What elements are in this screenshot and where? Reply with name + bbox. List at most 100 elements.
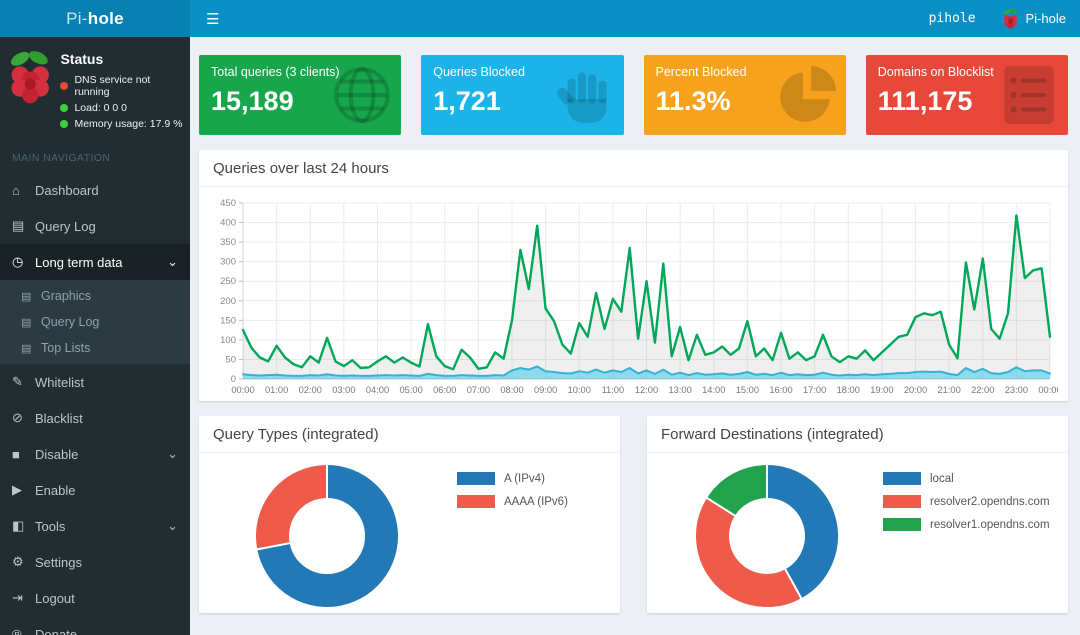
status-line: DNS service not running xyxy=(60,74,184,98)
hostname-label: pihole xyxy=(928,11,976,26)
sidebar-subitem-query-log[interactable]: ▤ Query Log xyxy=(0,309,190,335)
stat-card-total-queries-3-clients-: Total queries (3 clients) 15,189 xyxy=(199,55,402,135)
stat-card-value: 111,175 xyxy=(877,86,973,116)
sidebar-nav: ⌂ Dashboard ▤ Query Log ◷ Long term data ⌄ ▤ Gra… xyxy=(0,172,190,635)
query-types-box: Query Types (integrated) A (IPv4) AAAA (I… xyxy=(199,416,620,613)
clock-icon: ◷ xyxy=(12,254,24,269)
legend-swatch xyxy=(457,495,495,508)
logo-text-light: Pi- xyxy=(66,8,88,28)
svg-text:22:00: 22:00 xyxy=(971,385,994,395)
svg-text:07:00: 07:00 xyxy=(467,385,490,395)
queries-over-time-box: Queries over last 24 hours 0 50 100 150 200 2… xyxy=(199,150,1068,401)
sidebar-item-logout[interactable]: ⇥ Logout xyxy=(0,580,190,616)
sidebar-toggle-button[interactable]: ☰ xyxy=(206,10,220,28)
svg-text:100: 100 xyxy=(220,335,236,346)
sidebar-item-label: Disable xyxy=(35,446,79,462)
sidebar-subitem-top-lists[interactable]: ▤ Top Lists xyxy=(0,335,190,361)
sidebar-item-blacklist[interactable]: ⊘ Blacklist xyxy=(0,400,190,436)
donut-slice-a-ipv4-[interactable] xyxy=(255,463,400,609)
sidebar-item-query-log[interactable]: ▤ Query Log xyxy=(0,208,190,244)
svg-text:04:00: 04:00 xyxy=(366,385,389,395)
svg-text:20:00: 20:00 xyxy=(904,385,927,395)
svg-text:150: 150 xyxy=(220,315,236,326)
svg-text:11:00: 11:00 xyxy=(602,385,625,395)
sidebar-item-whitelist[interactable]: ✎ Whitelist xyxy=(0,364,190,400)
svg-text:350: 350 xyxy=(220,237,236,248)
sidebar-item-label: Tools xyxy=(35,518,66,534)
chevron-down-icon: ⌄ xyxy=(167,446,178,461)
status-panel: Status DNS service not running Load: 0 0 … xyxy=(0,37,190,142)
legend-item-resolver1-opendns-com: resolver1.opendns.com xyxy=(883,518,1050,531)
svg-text:13:00: 13:00 xyxy=(668,385,691,395)
raspberry-logo xyxy=(10,51,49,104)
sidebar-item-dashboard[interactable]: ⌂ Dashboard xyxy=(0,172,190,208)
legend-item-aaaa-ipv6-: AAAA (IPv6) xyxy=(457,495,568,508)
svg-text:08:00: 08:00 xyxy=(500,385,523,395)
svg-text:05:00: 05:00 xyxy=(399,385,422,395)
svg-text:450: 450 xyxy=(220,198,236,209)
bottom-charts-row: Query Types (integrated) A (IPv4) AAAA (I… xyxy=(199,416,1068,613)
query-types-donut[interactable] xyxy=(253,462,401,610)
hand-icon xyxy=(552,62,618,128)
stat-card-percent-blocked: Percent Blocked 11.3% xyxy=(643,55,846,135)
sidebar-item-label: Enable xyxy=(35,482,76,498)
forward-destinations-donut[interactable] xyxy=(693,462,841,610)
queries-over-time-chart[interactable]: 0 50 100 150 200 250 300 350 400 450 00:00 01:00 02:… xyxy=(209,195,1058,399)
sidebar-item-label: Blacklist xyxy=(35,410,83,426)
sidebar-item-label: Long term data xyxy=(35,254,123,270)
app-logo[interactable]: Pi-hole xyxy=(0,0,190,37)
stat-card-queries-blocked: Queries Blocked 1,721 xyxy=(421,55,624,135)
forward-destinations-title: Forward Destinations (integrated) xyxy=(647,416,1068,453)
svg-text:200: 200 xyxy=(220,296,236,307)
status-line-label: Load: 0 0 0 xyxy=(74,102,128,114)
status-line-label: DNS service not running xyxy=(74,74,151,98)
sidebar-subitem-label: Top Lists xyxy=(41,341,91,355)
sidebar-item-long-term-data[interactable]: ◷ Long term data ⌄ xyxy=(0,244,190,280)
svg-text:21:00: 21:00 xyxy=(937,385,960,395)
sidebar-item-label: Settings xyxy=(35,554,82,570)
status-dot-icon xyxy=(60,104,69,112)
sidebar-item-label: Dashboard xyxy=(35,182,99,198)
paypal-icon: ℗ xyxy=(12,626,22,635)
sidebar-item-label: Whitelist xyxy=(35,374,85,390)
ban-icon: ⊘ xyxy=(12,410,23,425)
status-dot-icon xyxy=(60,82,69,90)
home-icon: ⌂ xyxy=(12,182,20,198)
legend-swatch xyxy=(883,518,921,531)
globe-icon xyxy=(329,62,395,128)
legend-label: resolver2.opendns.com xyxy=(930,495,1050,508)
sidebar-item-donate[interactable]: ℗ Donate xyxy=(0,616,190,635)
query-types-legend: A (IPv4) AAAA (IPv6) xyxy=(457,472,568,508)
raspberry-icon xyxy=(1003,8,1017,29)
file-icon: ▤ xyxy=(12,218,25,233)
svg-text:16:00: 16:00 xyxy=(769,385,792,395)
donut-slice-resolver1-opendns-com[interactable] xyxy=(705,463,768,518)
svg-text:23:00: 23:00 xyxy=(1005,385,1028,395)
donut-slice-local[interactable] xyxy=(766,463,840,601)
sidebar-item-disable[interactable]: ■ Disable ⌄ xyxy=(0,436,190,472)
sidebar-item-enable[interactable]: ▶ Enable xyxy=(0,472,190,508)
svg-text:00:00: 00:00 xyxy=(1038,385,1058,395)
pihole-home-link[interactable]: Pi-hole xyxy=(1002,8,1066,29)
svg-text:0: 0 xyxy=(231,374,236,385)
sidebar-subitem-graphics[interactable]: ▤ Graphics xyxy=(0,283,190,309)
file-icon: ▤ xyxy=(21,316,32,329)
chevron-down-icon: ⌄ xyxy=(167,518,178,533)
svg-text:02:00: 02:00 xyxy=(299,385,322,395)
svg-text:15:00: 15:00 xyxy=(736,385,759,395)
file-icon: ▤ xyxy=(21,342,32,355)
main-content: Total queries (3 clients) 15,189 Queries B… xyxy=(190,37,1080,635)
stat-card-value: 1,721 xyxy=(433,86,501,116)
sidebar: Status DNS service not running Load: 0 0 … xyxy=(0,37,190,635)
legend-swatch xyxy=(883,472,921,485)
sidebar-item-tools[interactable]: ◧ Tools ⌄ xyxy=(0,508,190,544)
donut-slice-resolver2-opendns-com[interactable] xyxy=(694,496,803,609)
edit-icon: ✎ xyxy=(12,374,23,389)
donut-slice-aaaa-ipv6-[interactable] xyxy=(254,463,328,551)
sidebar-item-settings[interactable]: ⚙ Settings xyxy=(0,544,190,580)
svg-text:14:00: 14:00 xyxy=(702,385,725,395)
legend-label: resolver1.opendns.com xyxy=(930,518,1050,531)
queries-over-time-title: Queries over last 24 hours xyxy=(199,150,1068,187)
navbar: ☰ pihole Pi-hole xyxy=(190,0,1080,37)
legend-item-local: local xyxy=(883,472,1050,485)
